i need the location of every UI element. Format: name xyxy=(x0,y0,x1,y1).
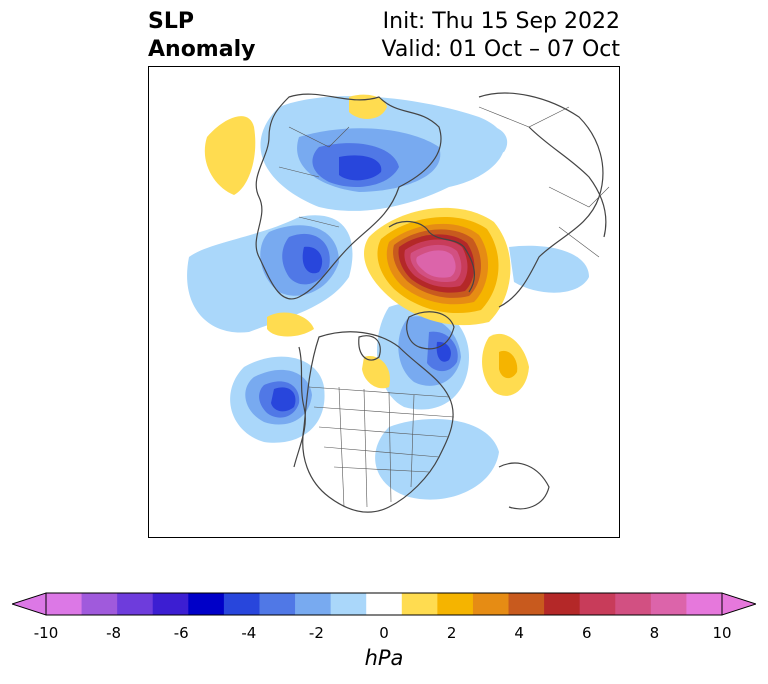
init-date: Init: Thu 15 Sep 2022 xyxy=(382,9,620,34)
positive-anomaly-fields xyxy=(149,94,529,396)
colorbar-tick-label: -4 xyxy=(241,624,257,642)
colorbar-tick-label: 0 xyxy=(379,624,389,642)
colorbar-cell xyxy=(117,593,154,615)
colorbar-cell xyxy=(330,593,367,615)
colorbar-tick-label: 8 xyxy=(649,624,660,642)
colorbar-tick-label: -10 xyxy=(33,624,59,642)
anomaly-map xyxy=(148,66,620,538)
colorbar-cell xyxy=(259,593,296,615)
colorbar-cells xyxy=(46,593,723,615)
title-line-2: Anomaly xyxy=(148,37,256,62)
colorbar-cell xyxy=(366,593,403,615)
colorbar-tick-label: 2 xyxy=(446,624,457,642)
colorbar-outline xyxy=(45,592,723,616)
colorbar-cell xyxy=(401,593,438,615)
colorbar-cell xyxy=(437,593,474,615)
colorbar-cell xyxy=(81,593,118,615)
colorbar-cell xyxy=(472,593,510,615)
colorbar-cell xyxy=(152,593,189,615)
colorbar-cell xyxy=(686,593,723,615)
colorbar-cell xyxy=(188,593,225,615)
colorbar-tick-label: -6 xyxy=(173,624,189,642)
negative-anomaly-fields xyxy=(187,96,589,500)
colorbar-unit: hPa xyxy=(364,646,404,670)
colorbar-cell xyxy=(295,593,332,615)
valid-range: Valid: 01 Oct – 07 Oct xyxy=(381,37,620,62)
colorbar-tick-label: 6 xyxy=(582,624,592,642)
colorbar-tick-label: -2 xyxy=(308,624,324,642)
colorbar-cell xyxy=(223,593,260,615)
colorbar-tick-label: -8 xyxy=(106,624,122,642)
colorbar-tick-label: 4 xyxy=(514,624,524,642)
colorbar-cell xyxy=(615,593,652,615)
colorbar-over-arrow xyxy=(721,592,756,616)
colorbar xyxy=(12,592,756,616)
colorbar-cell xyxy=(650,593,687,615)
colorbar-under-arrow xyxy=(12,592,47,616)
colorbar-cell xyxy=(544,593,581,615)
forecast-info: Init: Thu 15 Sep 2022 Valid: 01 Oct – 07… xyxy=(382,8,620,64)
map-title: SLP Anomaly xyxy=(148,8,255,64)
colorbar-cell xyxy=(46,593,83,615)
colorbar-tick-label: 10 xyxy=(712,624,732,642)
colorbar-cell xyxy=(579,593,616,615)
title-line-1: SLP xyxy=(148,9,194,34)
colorbar-cell xyxy=(508,593,545,615)
political-borders xyxy=(278,106,610,508)
